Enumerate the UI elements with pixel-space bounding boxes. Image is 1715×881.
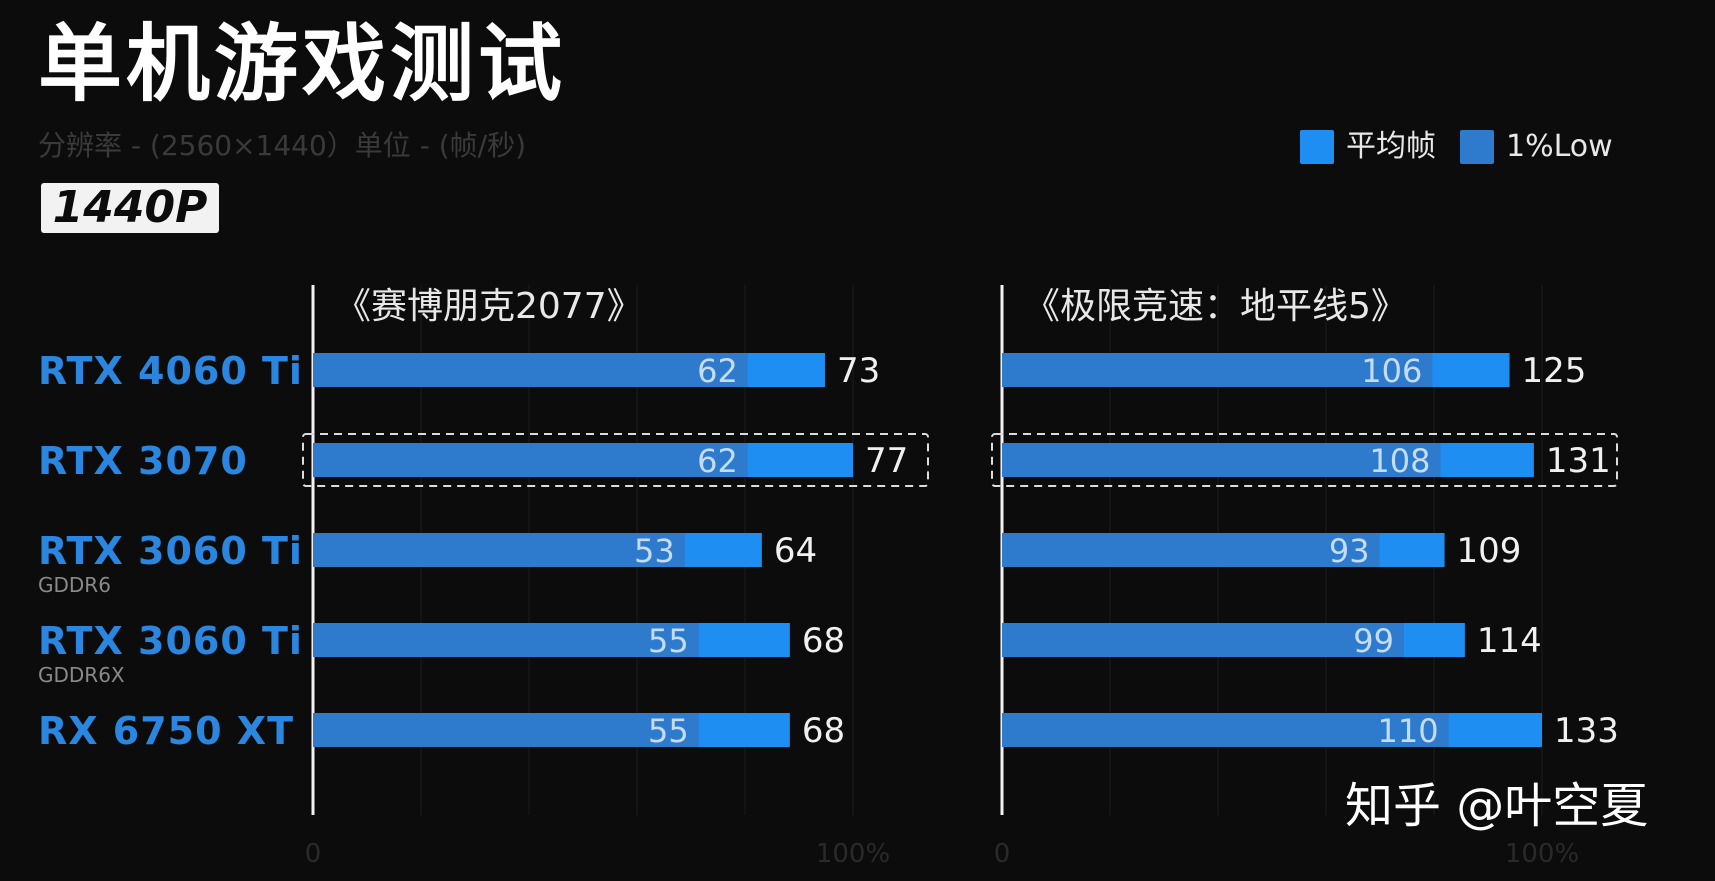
chart-1-low-label-1: 108 — [1369, 442, 1430, 480]
legend-item-1pct-low: 1%Low — [1460, 130, 1613, 164]
gpu-name-2: RTX 3060 Ti — [38, 529, 303, 573]
chart-1-highlight-box — [991, 433, 1618, 487]
chart-1-avg-label-2: 109 — [1457, 531, 1522, 571]
chart-1-avg-label-0: 125 — [1522, 351, 1587, 391]
gpu-name-0: RTX 4060 Ti — [38, 349, 303, 393]
chart-0-avg-label-4: 68 — [802, 711, 845, 751]
chart-0-low-bar-2 — [313, 533, 685, 567]
chart-1-low-bar-3 — [1002, 623, 1404, 657]
chart-1-avg-label-3: 114 — [1477, 621, 1542, 661]
resolution-badge: 1440P — [41, 183, 219, 233]
chart-1-tick-label-1: 100% — [1505, 839, 1579, 869]
chart-0-low-bar-4 — [313, 713, 699, 747]
watermark: 知乎 @叶空夏 — [1345, 778, 1649, 834]
chart-0-tick-label-1: 100% — [816, 839, 890, 869]
chart-0-avg-label-2: 64 — [774, 531, 817, 571]
chart-0-low-label-1: 62 — [697, 442, 738, 480]
chart-1-avg-label-4: 133 — [1554, 711, 1619, 751]
chart-0-low-label-3: 55 — [648, 622, 689, 660]
legend-label-avg: 平均帧 — [1346, 129, 1436, 164]
legend-label-1pct-low: 1%Low — [1506, 129, 1613, 164]
legend-swatch-1pct-low — [1460, 130, 1494, 164]
chart-0-low-bar-1 — [313, 443, 748, 477]
chart-1-low-bar-2 — [1002, 533, 1380, 567]
legend-item-avg: 平均帧 — [1300, 130, 1436, 164]
chart-0-low-label-2: 53 — [634, 532, 675, 570]
chart-0-avg-label-0: 73 — [837, 351, 880, 391]
chart-0-low-label-0: 62 — [697, 352, 738, 390]
chart-1-tick-label-0: 0 — [994, 839, 1011, 869]
chart-1-low-bar-4 — [1002, 713, 1449, 747]
page-subtitle: 分辨率 - (2560×1440）单位 - (帧/秒) — [38, 129, 526, 162]
chart-1-avg-label-1: 131 — [1546, 441, 1611, 481]
chart-0-avg-label-3: 68 — [802, 621, 845, 661]
chart-1-low-label-4: 110 — [1378, 712, 1439, 750]
gpu-sub-3: GDDR6X — [38, 663, 125, 687]
chart-0-low-bar-0 — [313, 353, 748, 387]
gpu-name-3: RTX 3060 Ti — [38, 619, 303, 663]
chart-1-low-bar-1 — [1002, 443, 1441, 477]
gpu-name-4: RX 6750 XT — [38, 709, 294, 753]
chart-0-low-bar-3 — [313, 623, 699, 657]
chart-0-title: 《赛博朋克2077》 — [335, 286, 643, 327]
chart-0-low-label-4: 55 — [648, 712, 689, 750]
gpu-sub-2: GDDR6 — [38, 573, 111, 597]
chart-0-avg-label-1: 77 — [865, 441, 908, 481]
chart-1-low-label-0: 106 — [1361, 352, 1422, 390]
chart-0-tick-label-0: 0 — [305, 839, 322, 869]
chart-1-low-label-3: 99 — [1353, 622, 1394, 660]
chart-1-low-bar-0 — [1002, 353, 1433, 387]
gpu-name-1: RTX 3070 — [38, 439, 248, 483]
page-title: 单机游戏测试 — [38, 15, 567, 113]
legend-swatch-avg — [1300, 130, 1334, 164]
chart-0-highlight-box — [302, 433, 929, 487]
chart-1-title: 《极限竞速：地平线5》 — [1024, 286, 1407, 327]
chart-1-low-label-2: 93 — [1329, 532, 1370, 570]
